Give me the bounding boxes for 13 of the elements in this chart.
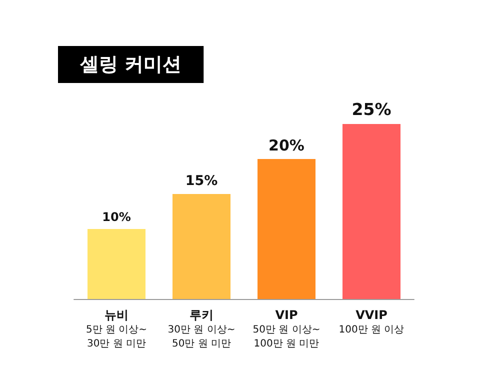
bar — [342, 124, 400, 299]
x-tick-label: 루키 30만 원 이상~ 50만 원 미만 — [168, 308, 236, 350]
bar — [88, 229, 146, 299]
data-label: 10% — [102, 210, 131, 224]
bar — [258, 159, 316, 299]
x-tick-label: VIP 50만 원 이상~ 100만 원 미만 — [252, 308, 320, 350]
data-label: 15% — [185, 173, 218, 189]
x-tick-label: VVIP 100만 원 이상 — [338, 308, 404, 336]
x-tick-label: 뉴비 5만 원 이상~ 30만 원 미만 — [86, 308, 148, 350]
data-label: 20% — [268, 136, 304, 154]
bar — [172, 194, 230, 299]
data-label: 25% — [352, 100, 392, 119]
chart-title: 셀링 커미션 — [79, 54, 182, 76]
